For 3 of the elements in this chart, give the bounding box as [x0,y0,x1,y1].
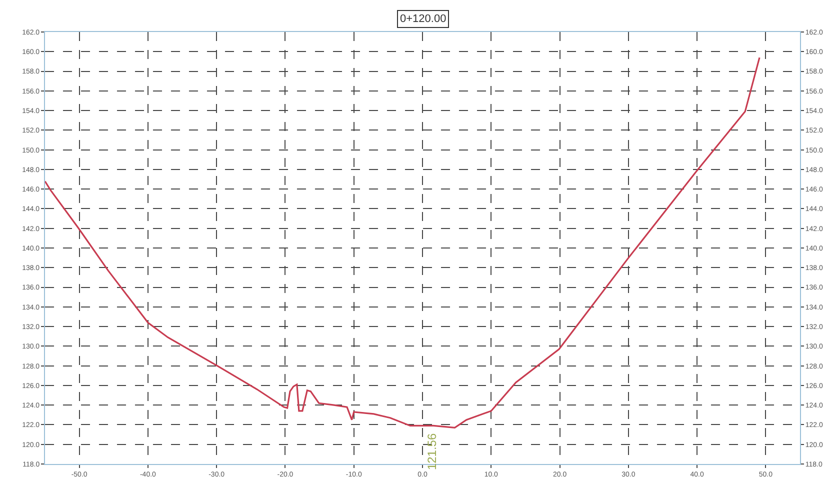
chart-title: 0+120.00 [400,13,446,25]
line-series [45,56,760,428]
annotation: 121.56 [424,433,439,470]
